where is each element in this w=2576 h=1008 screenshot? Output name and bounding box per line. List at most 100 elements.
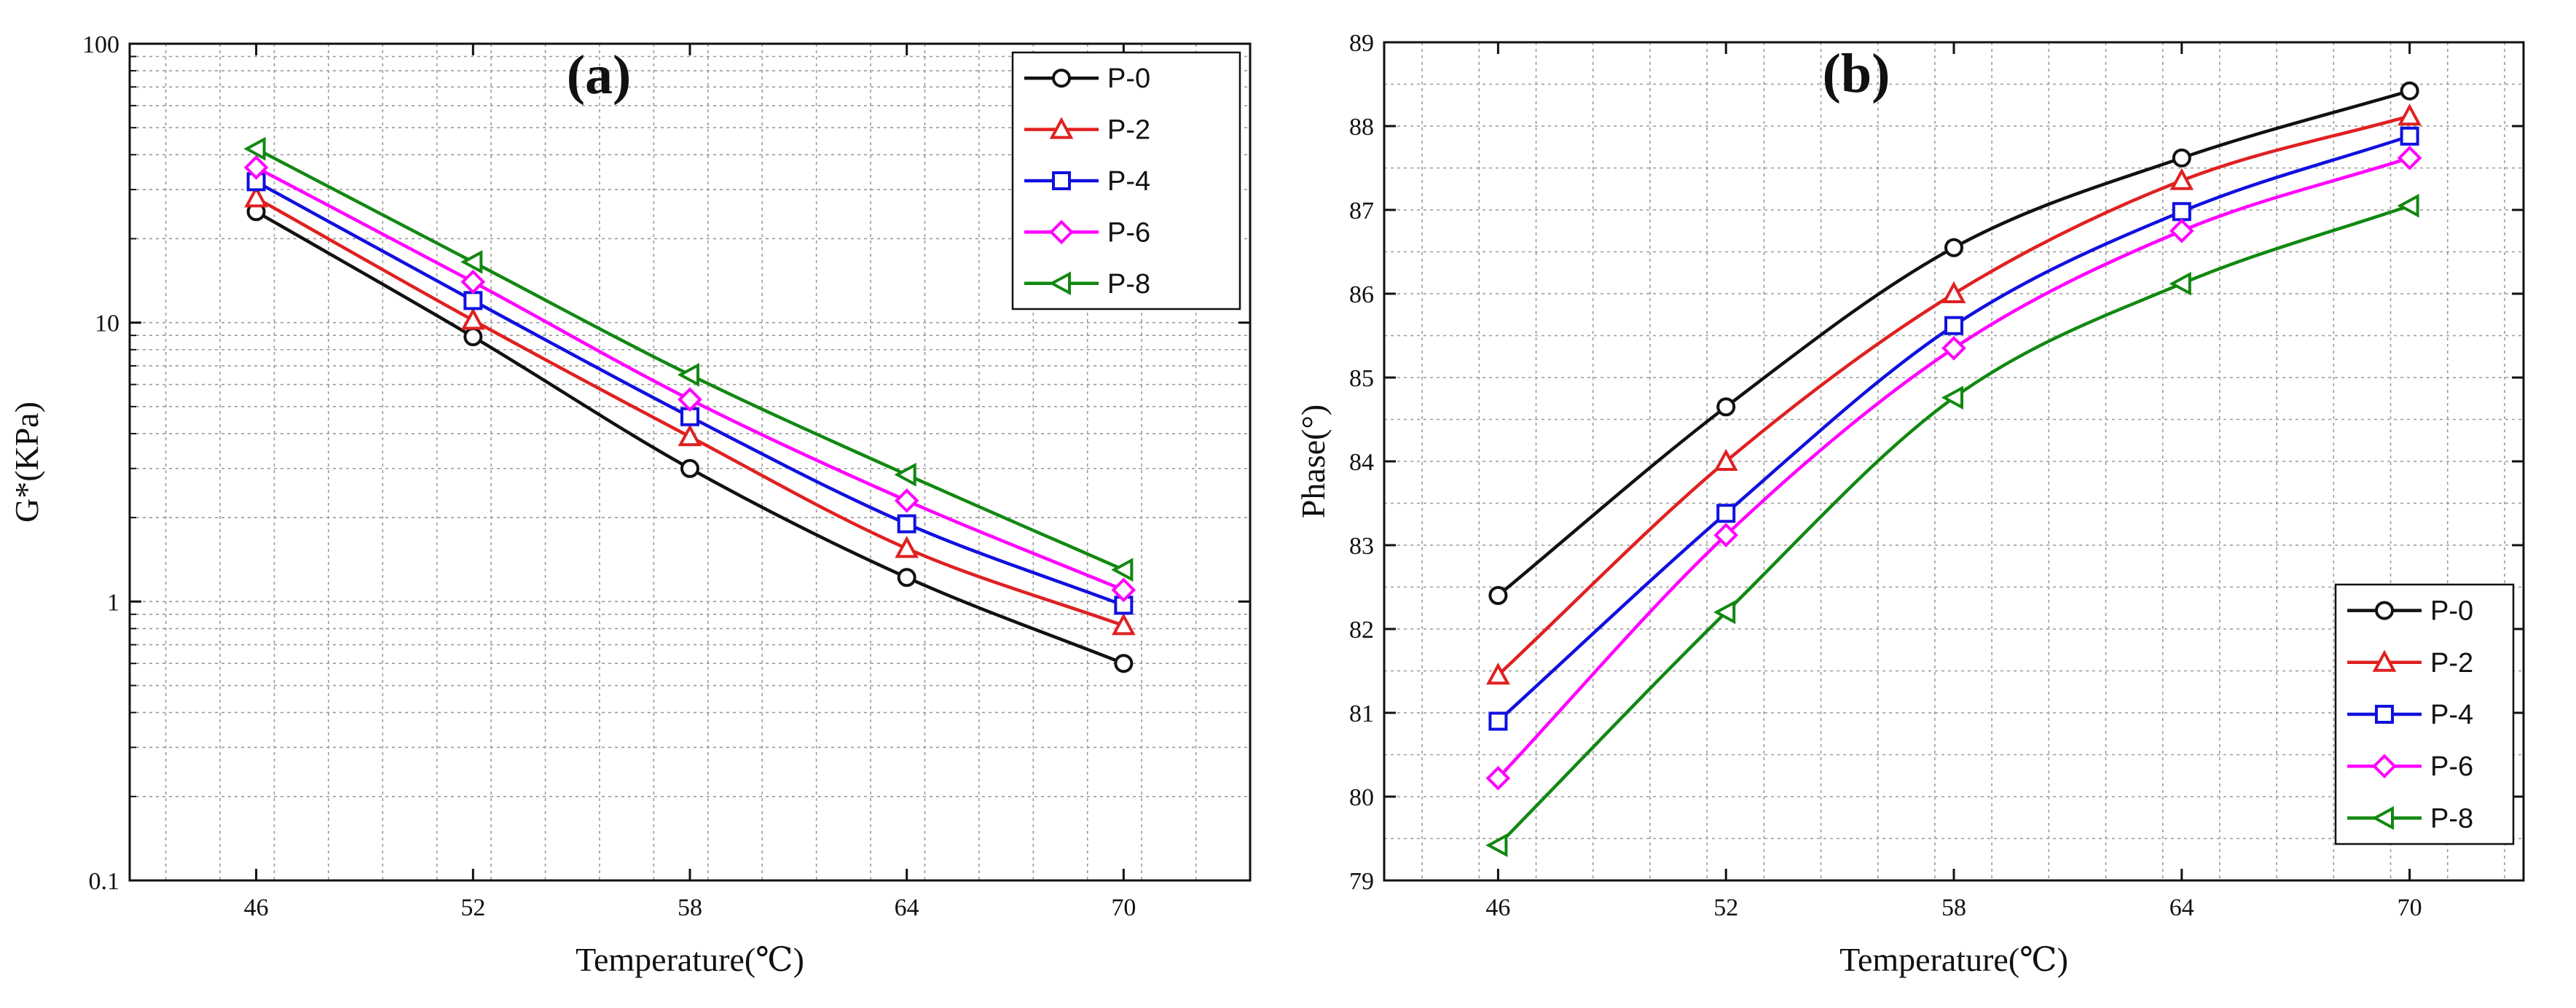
- data-point: [2400, 81, 2419, 101]
- series-p-4: [1488, 126, 2419, 731]
- legend-label: P-8: [2430, 803, 2473, 834]
- data-point: [460, 250, 483, 274]
- data-point: [2397, 193, 2419, 218]
- y-tick-label: 100: [82, 31, 119, 58]
- data-point: [897, 568, 916, 587]
- legend-marker: [1048, 271, 1071, 296]
- data-point: [1488, 586, 1508, 605]
- panel-label: (b): [1823, 43, 1890, 104]
- data-point: [1486, 663, 1510, 685]
- data-point: [463, 291, 483, 310]
- panel-label: (a): [567, 44, 632, 106]
- data-point: [894, 462, 916, 487]
- data-point: [2172, 202, 2191, 222]
- data-point: [1114, 654, 1134, 673]
- x-axis-title: Temperature(℃): [576, 941, 804, 978]
- data-point: [1713, 448, 1738, 471]
- data-point: [1716, 504, 1736, 523]
- y-tick-label: 79: [1349, 868, 1374, 895]
- y-axis-ticks: 79 80 81 82 83 84 85 86 87 88 89: [1349, 30, 2524, 895]
- data-point: [1941, 281, 1966, 303]
- series-p-6: [243, 155, 1136, 603]
- data-point: [2169, 271, 2191, 296]
- x-axis-ticks: 46 52 58 64 70: [1485, 42, 2422, 921]
- x-tick-label: 46: [244, 894, 269, 921]
- series-line: [1496, 134, 2411, 723]
- legend-item: P-0: [2347, 596, 2473, 627]
- y-tick-label: 10: [95, 310, 119, 337]
- legend-label: P-4: [1107, 166, 1150, 197]
- y-tick-label: 83: [1349, 533, 1374, 560]
- series-p-8: [243, 136, 1134, 582]
- series-p-0: [1488, 81, 2419, 605]
- x-tick-label: 58: [1941, 894, 1966, 921]
- data-point: [1111, 613, 1136, 636]
- chart-panel-b: 46 52 58 64 70 79 80 81 82 83 84 85 86 87 88 89 Temperat…: [1295, 30, 2525, 978]
- x-tick-label: 64: [895, 894, 919, 921]
- grid: [130, 44, 1250, 880]
- y-tick-label: 88: [1349, 114, 1374, 141]
- chart-panel-a: 46 52 58 64 70 0.1 1 10 100 Temperature(℃) G*(KPa)…: [8, 31, 1252, 978]
- data-point: [1944, 238, 1963, 257]
- legend-marker: [2372, 649, 2397, 672]
- legend-item: P-8: [1024, 269, 1150, 300]
- series-p-2: [1486, 103, 2422, 685]
- legend-marker: [1049, 219, 1074, 245]
- legend-item: P-0: [1024, 63, 1150, 94]
- y-axis-ticks: 0.1 1 10 100: [82, 31, 1250, 895]
- data-point: [243, 136, 266, 161]
- data-point: [1941, 386, 1963, 410]
- y-tick-label: 86: [1349, 281, 1374, 308]
- legend-item: P-4: [1024, 166, 1150, 197]
- legend-label: P-2: [1107, 115, 1150, 146]
- x-axis-ticks: 46 52 58 64 70: [244, 44, 1136, 921]
- legend-marker: [2375, 705, 2394, 724]
- data-point: [894, 488, 919, 513]
- data-point: [677, 362, 699, 387]
- legend-item: P-4: [2347, 700, 2473, 730]
- legend-marker: [2372, 754, 2397, 779]
- series-p-4: [246, 172, 1134, 615]
- legend: P-0 P-2 P-4 P-6 P-8: [1011, 51, 1241, 310]
- x-tick-label: 58: [678, 894, 702, 921]
- data-point: [1111, 558, 1134, 582]
- series-p-8: [1485, 193, 2419, 858]
- legend-label: P-6: [1107, 217, 1150, 248]
- series-p-0: [246, 202, 1134, 673]
- series-p-6: [1485, 145, 2422, 791]
- data-point: [1716, 397, 1736, 417]
- y-tick-label: 81: [1349, 700, 1374, 727]
- legend-item: P-6: [2347, 751, 2473, 782]
- data-point: [678, 387, 702, 413]
- data-point: [460, 308, 485, 330]
- legend-marker: [2375, 601, 2394, 620]
- legend-label: P-6: [2430, 751, 2473, 782]
- data-point: [1485, 765, 1511, 791]
- data-point: [244, 185, 269, 208]
- data-point: [678, 423, 702, 447]
- data-point: [1713, 523, 1739, 548]
- data-point: [2400, 126, 2419, 146]
- x-tick-label: 46: [1485, 894, 1510, 921]
- data-point: [680, 458, 699, 478]
- legend-marker: [1052, 171, 1071, 190]
- y-tick-label: 0.1: [89, 868, 120, 895]
- legend-label: P-4: [2430, 700, 2473, 730]
- y-tick-label: 89: [1349, 30, 1374, 57]
- data-point: [243, 155, 269, 180]
- data-point: [2169, 218, 2194, 243]
- legend-item: P-2: [2347, 648, 2473, 679]
- data-point: [897, 514, 916, 534]
- y-axis-title: Phase(°): [1295, 405, 1332, 518]
- legend-label: P-0: [1107, 63, 1150, 94]
- legend-label: P-8: [1107, 269, 1150, 300]
- legend-marker: [1052, 69, 1071, 88]
- series-line: [1496, 204, 2411, 847]
- data-point: [1713, 600, 1736, 625]
- y-tick-label: 85: [1349, 365, 1374, 392]
- y-tick-label: 80: [1349, 784, 1374, 811]
- legend: P-0 P-2 P-4 P-6 P-8: [2334, 583, 2515, 845]
- series-p-2: [244, 185, 1136, 636]
- series-line: [255, 147, 1125, 571]
- data-point: [1111, 577, 1136, 603]
